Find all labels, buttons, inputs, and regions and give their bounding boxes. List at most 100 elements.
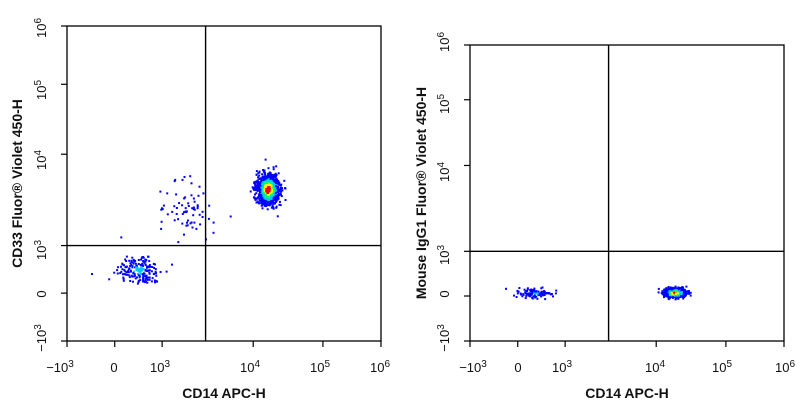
event-dot — [125, 266, 127, 269]
event-dot — [141, 264, 144, 266]
event-dot — [283, 179, 286, 182]
event-dot — [138, 275, 141, 278]
event-dot — [261, 186, 264, 189]
event-dot — [260, 179, 263, 182]
event-dot — [132, 280, 134, 283]
event-dot — [162, 204, 165, 207]
event-dot — [255, 173, 258, 176]
event-dot — [193, 208, 196, 211]
event-dot — [665, 291, 668, 294]
event-dot — [672, 291, 675, 294]
event-dot — [269, 174, 272, 177]
event-dot — [663, 289, 666, 292]
event-dot — [183, 233, 185, 236]
event-dot — [548, 292, 551, 295]
event-dot — [677, 297, 680, 300]
event-dot — [269, 172, 272, 175]
event-dot — [153, 267, 156, 269]
event-dot — [679, 287, 682, 289]
event-dot — [124, 270, 127, 273]
event-dot — [266, 187, 269, 190]
event-dot — [249, 190, 252, 193]
event-dot — [251, 186, 254, 189]
event-dot — [549, 293, 552, 296]
event-dot — [262, 199, 265, 202]
event-dot — [657, 291, 660, 294]
event-dot — [262, 178, 265, 181]
event-dot — [252, 187, 255, 190]
event-dot — [132, 262, 135, 265]
event-dot — [184, 207, 187, 210]
y-tick: −103 — [436, 324, 470, 352]
event-dot — [264, 178, 267, 181]
event-dot — [207, 217, 210, 220]
y-tick: 103 — [436, 245, 470, 265]
event-dot — [131, 266, 134, 269]
event-dot — [127, 268, 130, 271]
event-dot — [133, 274, 136, 277]
event-dot — [258, 186, 260, 189]
y-tick: 103 — [33, 240, 67, 260]
event-dot — [664, 294, 667, 297]
event-dot — [529, 295, 532, 298]
event-dot — [154, 263, 156, 266]
event-dot — [142, 279, 145, 282]
event-dot — [263, 190, 266, 193]
event-dot — [270, 199, 273, 202]
event-dot — [516, 292, 519, 295]
x-tick: 103 — [150, 341, 170, 375]
event-dot — [513, 294, 515, 297]
event-dot — [261, 182, 264, 185]
event-dot — [276, 197, 279, 200]
event-dot — [253, 196, 255, 199]
event-dot — [148, 260, 151, 263]
event-dot — [186, 221, 188, 224]
event-dot — [680, 289, 683, 292]
event-dot — [193, 221, 196, 224]
event-dot — [147, 255, 150, 258]
event-dot — [269, 183, 272, 186]
event-dot — [173, 219, 176, 222]
event-dot — [668, 295, 671, 298]
event-dot — [543, 292, 546, 295]
x-tick: 103 — [552, 341, 572, 375]
event-dot — [140, 258, 142, 261]
event-dot — [258, 171, 261, 174]
event-dot — [270, 184, 273, 187]
event-dot — [555, 289, 558, 292]
event-dot — [538, 292, 541, 295]
event-dot — [260, 197, 263, 200]
event-dot — [267, 167, 270, 170]
event-dot — [125, 255, 128, 258]
x-tick-label: 106 — [370, 359, 390, 376]
event-dot — [268, 183, 271, 186]
plot-left: −103 0 103 104 105 106 — [9, 18, 390, 401]
event-dot — [274, 180, 277, 182]
y-tick-label: 0 — [437, 290, 452, 297]
event-dot — [272, 202, 275, 205]
event-dot — [266, 198, 269, 201]
event-dot — [272, 184, 275, 187]
event-dot — [686, 290, 689, 293]
event-dot — [540, 291, 543, 294]
event-dot — [267, 194, 270, 196]
event-dot — [185, 210, 188, 213]
event-dot — [177, 241, 180, 244]
event-dot — [139, 270, 142, 273]
event-dot — [272, 188, 274, 191]
event-dot — [270, 198, 273, 200]
y-tick: 106 — [436, 32, 470, 52]
event-dot — [524, 291, 527, 294]
event-dot — [284, 199, 287, 201]
event-dot — [277, 185, 280, 188]
event-dot — [520, 293, 523, 296]
event-dot — [136, 268, 139, 271]
event-dot — [181, 222, 184, 225]
y-tick: 106 — [33, 18, 67, 38]
event-dot — [263, 197, 265, 200]
event-dot — [265, 189, 267, 192]
y-tick: 0 — [437, 290, 470, 298]
event-dot — [264, 181, 267, 184]
plot-frame — [469, 44, 785, 342]
